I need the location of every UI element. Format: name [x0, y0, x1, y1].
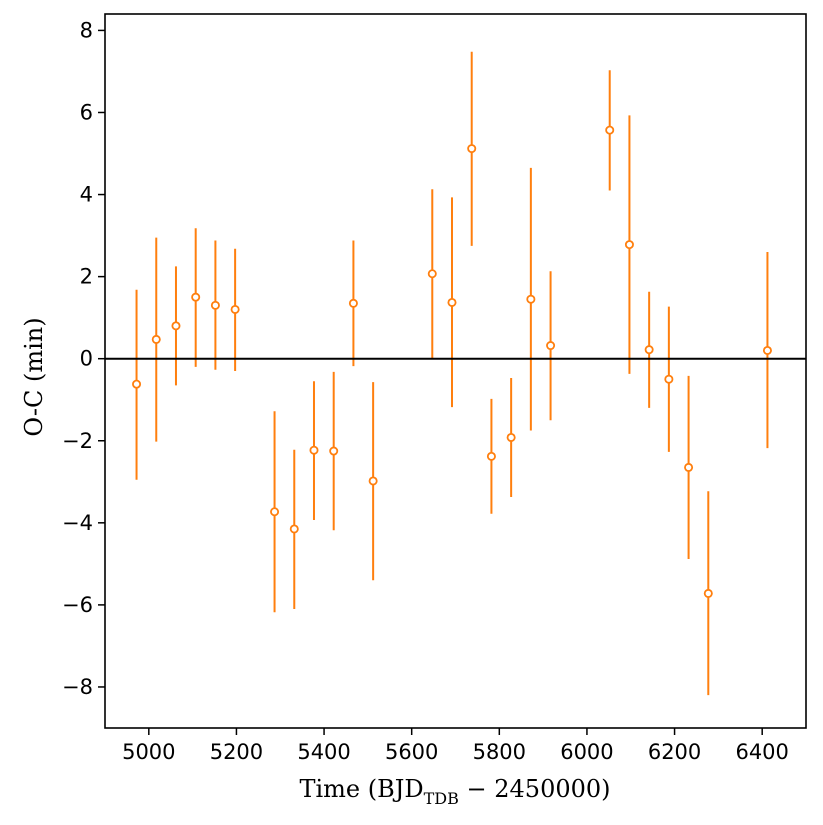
y-tick-label: −6	[62, 593, 93, 617]
plot-frame	[104, 13, 807, 729]
data-point	[467, 144, 477, 154]
y-axis-label: O-C (min)	[20, 317, 48, 436]
data-point	[526, 294, 536, 304]
data-point	[348, 298, 358, 308]
y-tick-label: 8	[80, 18, 93, 42]
data-point	[368, 476, 378, 486]
data-point	[684, 462, 694, 472]
data-point	[546, 341, 556, 351]
x-tick-label: 5600	[385, 740, 438, 764]
y-tick-label: −4	[62, 511, 93, 535]
data-point	[703, 588, 713, 598]
data-point	[447, 297, 457, 307]
x-tick-label: 5000	[122, 740, 175, 764]
data-point	[762, 345, 772, 355]
data-point	[191, 292, 201, 302]
y-axis-ticks: −8 −6 −4 −2 0 2 4 6 8	[62, 18, 105, 699]
x-tick-label: 5800	[473, 740, 526, 764]
y-tick-label: 6	[80, 100, 93, 124]
x-axis-label: Time (BJDTDB − 2450000)	[299, 775, 610, 808]
x-tick-label: 6000	[560, 740, 613, 764]
y-tick-label: −2	[62, 429, 93, 453]
y-tick-label: −8	[62, 675, 93, 699]
x-axis-label-subscript: TDB	[424, 789, 459, 808]
data-point	[427, 269, 437, 279]
data-point	[132, 379, 142, 389]
x-tick-label: 5400	[297, 740, 350, 764]
y-tick-label: 0	[80, 347, 93, 371]
data-point	[151, 334, 161, 344]
data-point	[605, 125, 615, 135]
y-tick-label: 2	[80, 265, 93, 289]
data-point	[664, 374, 674, 384]
data-point	[270, 507, 280, 517]
x-tick-label: 5200	[210, 740, 263, 764]
data-point	[230, 304, 240, 314]
x-tick-label: 6200	[648, 740, 701, 764]
data-point	[624, 240, 634, 250]
data-point	[309, 445, 319, 455]
data-point	[289, 524, 299, 534]
data-point	[210, 300, 220, 310]
x-axis-label-suffix: − 2450000)	[459, 775, 611, 803]
data-marks	[132, 51, 772, 696]
x-axis-ticks: 5000 5200 5400 5600 5800 6000 6200 6400	[122, 728, 789, 764]
data-point	[329, 446, 339, 456]
x-tick-label: 6400	[735, 740, 788, 764]
data-point	[506, 432, 516, 442]
data-point	[486, 451, 496, 461]
data-point	[171, 321, 181, 331]
data-point	[644, 345, 654, 355]
y-tick-label: 4	[80, 183, 93, 207]
